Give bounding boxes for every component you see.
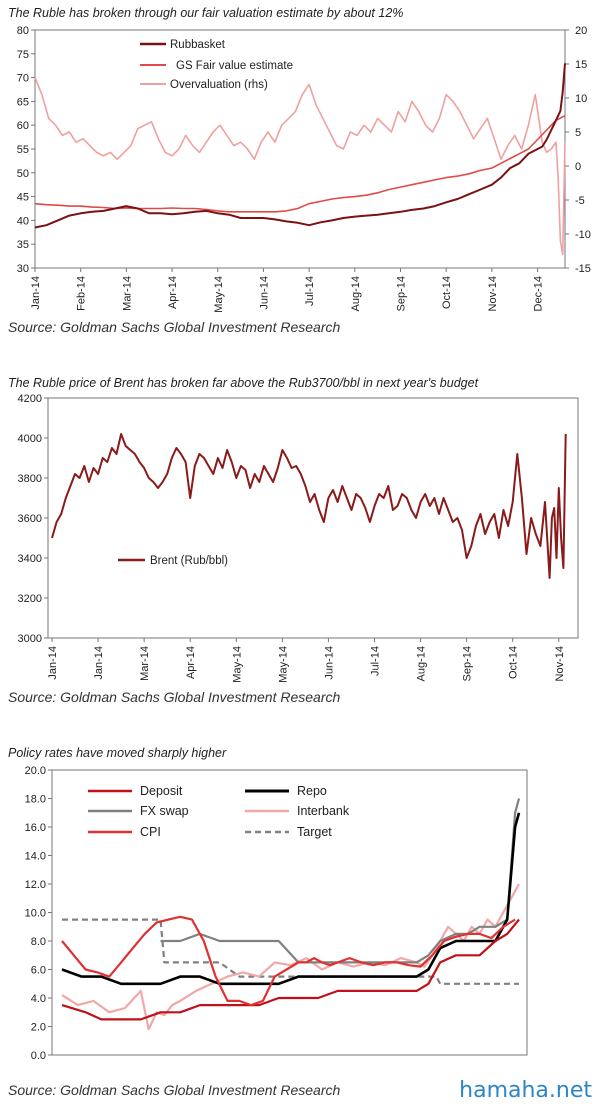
chart1-ytick-left-label: 80 — [17, 25, 29, 37]
chart1-source: Source: Goldman Sachs Global Investment … — [8, 319, 341, 335]
chart3-series-0 — [61, 918, 520, 1021]
chart3-plot-frame — [51, 769, 528, 1056]
chart1-ytick-left-label: 40 — [17, 215, 29, 227]
chart2-brent-rub: 3000 3200 3400 3600 3800 4000 4200 Jan-14 Jan-14… — [18, 393, 579, 683]
chart3-title: Policy rates have moved sharply higher — [8, 746, 227, 760]
chart2-ytick-label: 3000 — [18, 633, 42, 645]
chart2-ytick-label: 4000 — [18, 433, 42, 445]
chart1-ytick-left-label: 55 — [17, 144, 29, 156]
chart1-ytick-right-label: 15 — [575, 59, 587, 71]
chart2-xtick-label: May-14 — [231, 646, 243, 683]
chart1-legend-label: Overvaluation (rhs) — [170, 79, 268, 91]
chart1-xtick-label: Aug-14 — [350, 276, 362, 311]
chart1-ytick-left-label: 75 — [17, 49, 29, 61]
chart1-ruble-valuation: 30 35 40 45 50 55 60 65 70 75 80 -15 -10 -5 0 5 10 15 20 Ja… — [17, 25, 591, 313]
chart3-ytick-label: 4.0 — [31, 993, 46, 1005]
chart3-series-2 — [160, 798, 521, 964]
chart3-legend-label: Deposit — [140, 784, 183, 798]
chart3-ytick-label: 12.0 — [25, 879, 46, 891]
chart1-xtick-label: Sep-14 — [396, 276, 408, 311]
chart3-ytick-label: 16.0 — [25, 822, 46, 834]
chart2-ytick-label: 3800 — [18, 473, 42, 485]
watermark-text: hamaha.net — [459, 1078, 592, 1103]
chart2-xtick-label: Aug-14 — [416, 646, 428, 681]
chart3-ytick-label: 0.0 — [31, 1050, 46, 1062]
chart1-xtick-label: Oct-14 — [441, 276, 453, 309]
chart1-xtick-label: Mar-14 — [121, 276, 133, 311]
chart2-xtick-label: May-14 — [277, 646, 289, 683]
chart3-source: Source: Goldman Sachs Global Investment … — [8, 1082, 341, 1098]
chart1-xtick-label: Dec-14 — [533, 276, 545, 311]
chart1-xtick-label: Feb-14 — [76, 276, 88, 311]
chart1-legend-label: GS Fair value estimate — [176, 60, 293, 72]
chart1-ytick-left-label: 60 — [17, 120, 29, 132]
chart1-ytick-right-label: -10 — [575, 229, 591, 241]
chart1-ytick-left-label: 70 — [17, 73, 29, 85]
chart1-series-0 — [34, 63, 566, 229]
chart3-legend-label: Interbank — [297, 804, 350, 818]
chart1-title: The Ruble has broken through our fair va… — [8, 6, 404, 20]
chart1-ytick-left-label: 30 — [17, 263, 29, 275]
chart2-xtick-label: Jul-14 — [370, 646, 382, 676]
chart3-ytick-label: 18.0 — [25, 794, 46, 806]
chart3-series-4 — [61, 915, 516, 1007]
chart1-xtick-label: Nov-14 — [487, 276, 499, 311]
chart3-legend-label: FX swap — [140, 804, 189, 818]
chart1-ytick-right-label: -15 — [575, 263, 591, 275]
chart2-xtick-label: Jan-14 — [93, 646, 105, 680]
chart1-ytick-right-label: 20 — [575, 25, 587, 37]
chart2-legend-label: Brent (Rub/bbl) — [150, 555, 228, 567]
chart3-series-3 — [61, 883, 520, 1031]
chart3-legend-label: Target — [297, 825, 332, 839]
chart2-ytick-label: 3400 — [18, 553, 42, 565]
chart2-xtick-label: Jan-14 — [47, 646, 59, 680]
chart1-xtick-label: May-14 — [213, 276, 225, 313]
chart2-title: The Ruble price of Brent has broken far … — [8, 376, 479, 390]
chart1-ytick-left-label: 45 — [17, 192, 29, 204]
chart1-ytick-left-label: 50 — [17, 168, 29, 180]
chart1-xtick-label: Jan-14 — [30, 276, 42, 310]
chart3-ytick-label: 10.0 — [25, 908, 46, 920]
chart1-ytick-right-label: 10 — [575, 93, 587, 105]
chart1-series-2 — [34, 77, 566, 256]
chart3-ytick-label: 2.0 — [31, 1022, 46, 1034]
chart1-xtick-label: Jun-14 — [258, 276, 270, 310]
chart3-legend-label: CPI — [140, 825, 161, 839]
chart3-ytick-label: 20.0 — [25, 765, 46, 777]
chart3-series-1 — [61, 812, 521, 986]
chart2-ytick-label: 4200 — [18, 393, 42, 405]
chart2-xtick-label: Mar-14 — [139, 646, 151, 681]
chart2-ytick-label: 3600 — [18, 513, 42, 525]
chart2-xtick-label: Sep-14 — [462, 646, 474, 681]
chart2-series-brent — [51, 433, 567, 579]
chart2-source: Source: Goldman Sachs Global Investment … — [8, 689, 341, 705]
chart1-series-1 — [34, 114, 566, 213]
chart1-xtick-label: Apr-14 — [167, 276, 179, 309]
chart3-ytick-label: 6.0 — [31, 965, 46, 977]
chart1-ytick-left-label: 65 — [17, 96, 29, 108]
chart2-xtick-label: Jun-14 — [323, 646, 335, 680]
chart2-xtick-label: Apr-14 — [185, 646, 197, 679]
chart3-ytick-label: 8.0 — [31, 936, 46, 948]
chart1-legend-label: Rubbasket — [170, 39, 226, 51]
chart2-xtick-label: Oct-14 — [508, 646, 520, 679]
chart2-ytick-label: 3200 — [18, 593, 42, 605]
chart1-ytick-right-label: 5 — [575, 127, 581, 139]
chart1-xtick-label: Jul-14 — [304, 276, 316, 306]
chart2-xtick-label: Nov-14 — [554, 646, 566, 681]
chart1-ytick-right-label: -5 — [575, 195, 585, 207]
chart3-policy-rates: 0.0 2.0 4.0 6.0 8.0 10.0 12.0 14.0 16.0 18.0 20.0 D… — [25, 765, 528, 1062]
chart3-ytick-label: 14.0 — [25, 851, 46, 863]
chart3-legend-label: Repo — [297, 784, 327, 798]
chart1-ytick-right-label: 0 — [575, 161, 581, 173]
chart1-ytick-left-label: 35 — [17, 239, 29, 251]
